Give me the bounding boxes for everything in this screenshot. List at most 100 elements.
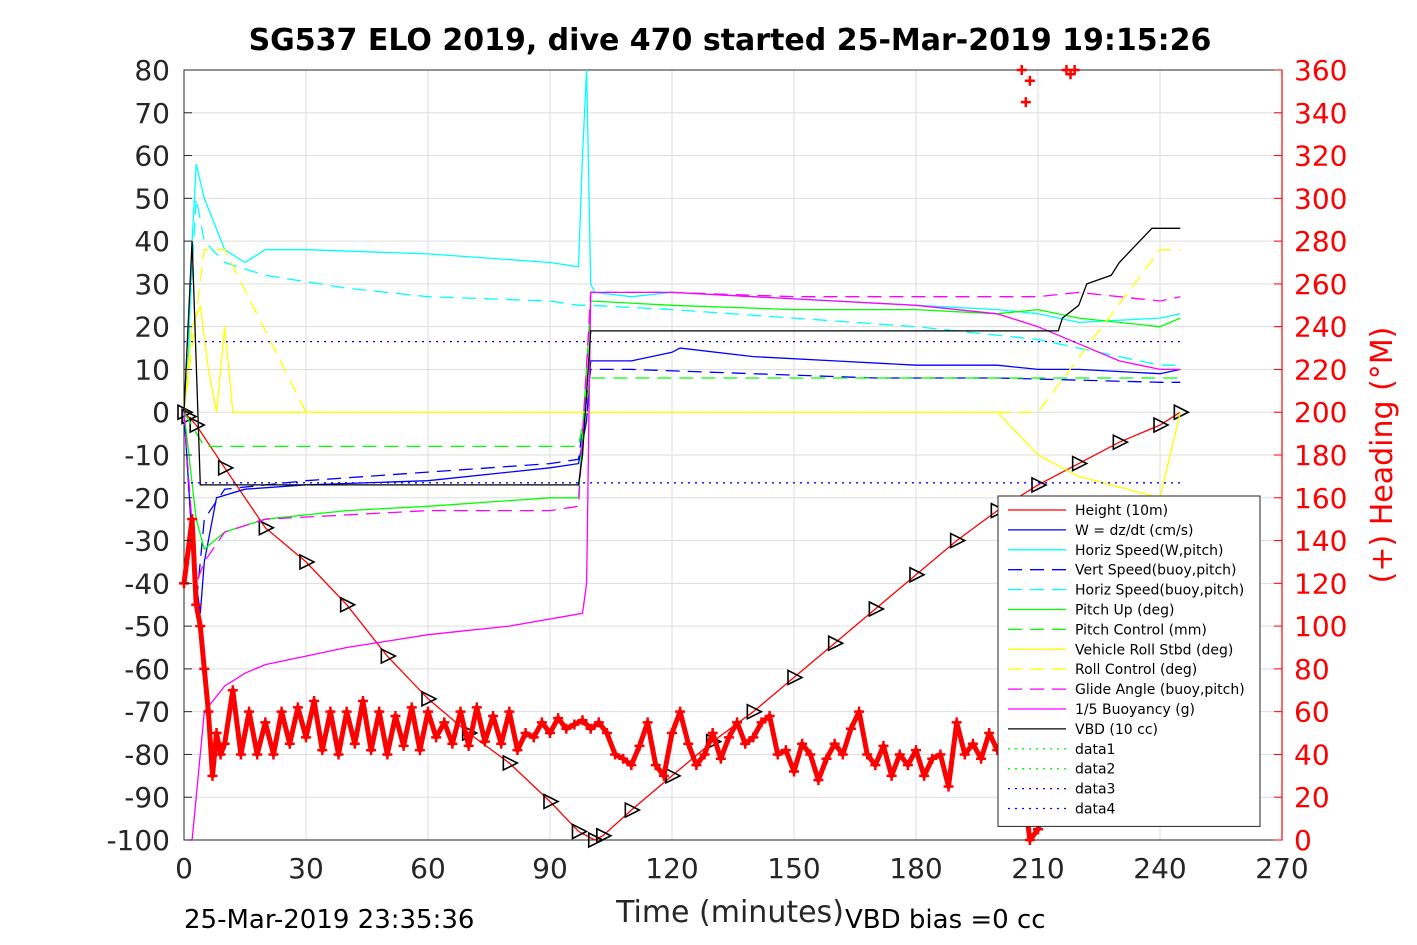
heading-marker xyxy=(902,760,913,771)
height-marker xyxy=(587,831,605,849)
y2-tick-label: 360 xyxy=(1294,54,1347,87)
heading-marker xyxy=(723,732,734,743)
y-tick-label: 30 xyxy=(134,268,170,301)
heading-marker xyxy=(976,753,987,764)
heading-marker xyxy=(235,749,246,760)
heading-marker xyxy=(309,695,320,706)
y-tick-label: -60 xyxy=(124,653,170,686)
heading-marker xyxy=(341,706,352,717)
heading-marker xyxy=(374,706,385,717)
heading-marker xyxy=(382,749,393,760)
x-tick-label: 0 xyxy=(175,852,193,885)
heading-marker xyxy=(211,728,222,739)
heading-marker xyxy=(854,706,865,717)
heading-marker xyxy=(667,728,677,739)
heading-marker xyxy=(260,717,271,728)
y2-tick-label: 200 xyxy=(1294,396,1347,429)
y-tick-label: 80 xyxy=(134,54,170,87)
heading-marker xyxy=(870,760,881,771)
height-marker xyxy=(624,801,642,819)
legend: Height (10m) W = dz/dt (cm/s) Horiz Speed(… xyxy=(997,495,1261,827)
heading-marker xyxy=(561,723,572,734)
heading-marker xyxy=(577,715,588,726)
heading-marker xyxy=(195,621,206,632)
legend-label: data1 xyxy=(1075,742,1115,758)
y2-tick-label: 300 xyxy=(1294,182,1347,215)
series-line-buoyancy xyxy=(188,291,1181,841)
x-axis-label: Time (minutes) xyxy=(615,895,844,930)
legend-label: data3 xyxy=(1075,782,1115,798)
axis-ticks: 0 30 60 90 120 150 180 210 240 270 80 70 60 50 40 30 20 1… xyxy=(106,54,1347,885)
y-tick-label: 40 xyxy=(134,225,170,258)
heading-marker xyxy=(301,732,311,743)
y2-tick-label: 140 xyxy=(1294,525,1347,558)
y-tick-label: 0 xyxy=(152,396,170,429)
legend-label: Horiz Speed(W,pitch) xyxy=(1075,543,1223,559)
height-marker xyxy=(1153,416,1170,434)
heading-marker xyxy=(528,732,539,743)
heading-marker xyxy=(488,710,499,721)
height-marker xyxy=(339,596,357,614)
heading-outlier-marker xyxy=(1020,97,1031,108)
heading-marker xyxy=(967,738,978,749)
x-tick-label: 210 xyxy=(1011,852,1064,885)
heading-marker xyxy=(919,770,930,781)
height-marker xyxy=(746,703,764,720)
heading-marker xyxy=(862,749,873,760)
heading-marker xyxy=(601,728,612,739)
heading-marker xyxy=(789,766,799,777)
height-marker xyxy=(543,793,560,810)
heading-layer xyxy=(179,65,1080,845)
height-marker xyxy=(189,416,206,434)
heading-marker xyxy=(284,738,295,749)
heading-marker xyxy=(252,749,263,760)
heading-marker xyxy=(199,663,210,674)
height-marker xyxy=(949,532,967,549)
heading-marker xyxy=(984,728,995,739)
heading-outlier-marker xyxy=(1016,65,1027,75)
height-marker xyxy=(571,823,589,840)
series-line-vbd xyxy=(183,227,1181,486)
y-tick-label: -80 xyxy=(124,738,170,771)
heading-marker xyxy=(927,753,938,764)
y2-tick-label: 100 xyxy=(1294,610,1347,643)
heading-marker xyxy=(813,775,824,786)
heading-marker xyxy=(292,702,303,713)
heading-marker xyxy=(707,728,718,739)
legend-label: Pitch Up (deg) xyxy=(1075,603,1174,619)
heading-marker xyxy=(699,749,710,760)
y2-axis-label: (+) Heading (°M) xyxy=(1365,327,1400,584)
y-tick-label: -40 xyxy=(124,567,170,600)
height-marker xyxy=(217,459,235,477)
height-marker xyxy=(1112,433,1130,451)
x-tick-label: 240 xyxy=(1133,852,1186,885)
y2-tick-label: 340 xyxy=(1294,97,1347,130)
legend-label: 1/5 Buoyancy (g) xyxy=(1075,702,1195,718)
heading-marker xyxy=(764,710,775,721)
x-tick-label: 30 xyxy=(288,852,324,885)
height-marker xyxy=(868,600,886,618)
heading-outlier-marker xyxy=(1069,65,1080,75)
heading-marker xyxy=(463,740,474,751)
heading-marker xyxy=(333,749,344,760)
heading-marker xyxy=(398,740,409,751)
heading-marker xyxy=(675,706,686,717)
heading-marker xyxy=(658,770,669,781)
heading-marker xyxy=(471,702,482,713)
height-marker xyxy=(787,669,804,686)
y2-tick-label: 160 xyxy=(1294,482,1347,515)
legend-box xyxy=(997,495,1261,827)
heading-marker xyxy=(325,706,336,717)
y-tick-label: -30 xyxy=(124,525,170,558)
heading-marker xyxy=(227,685,238,696)
heading-marker xyxy=(610,749,621,760)
heading-marker xyxy=(357,695,368,706)
heading-marker xyxy=(821,753,832,764)
x-tick-label: 180 xyxy=(889,852,942,885)
chart-title: SG537 ELO 2019, dive 470 started 25-Mar-… xyxy=(249,23,1212,58)
y-tick-label: -20 xyxy=(124,482,170,515)
heading-marker xyxy=(715,753,726,764)
series-line-glide xyxy=(183,291,1181,584)
heading-marker xyxy=(215,749,226,760)
